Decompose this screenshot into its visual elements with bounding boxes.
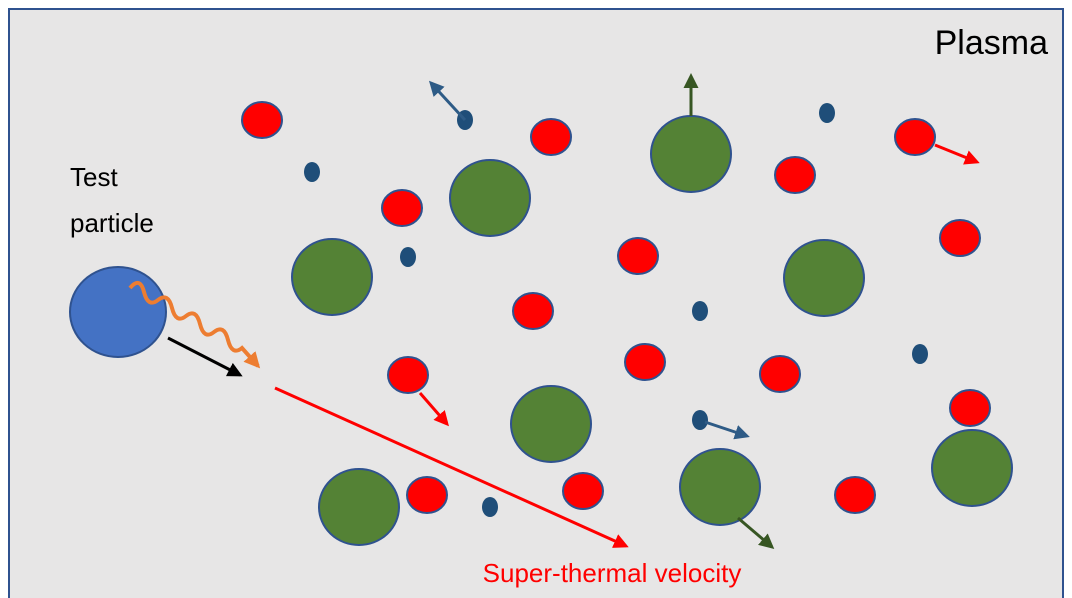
particle bbox=[406, 476, 448, 514]
particle bbox=[387, 356, 429, 394]
test-particle bbox=[69, 266, 167, 358]
particle bbox=[679, 448, 761, 526]
particle bbox=[510, 385, 592, 463]
arrow bbox=[704, 420, 750, 440]
particle bbox=[912, 344, 928, 364]
test-label: Test bbox=[70, 162, 118, 192]
wave-interaction bbox=[128, 280, 261, 369]
super-thermal-arrow bbox=[274, 386, 629, 548]
particle bbox=[819, 103, 835, 123]
velocity-label: Super-thermal velocity bbox=[483, 558, 742, 588]
particle bbox=[692, 301, 708, 321]
arrow bbox=[418, 392, 449, 427]
arrow bbox=[428, 80, 467, 122]
particle bbox=[400, 247, 416, 267]
red-particles bbox=[241, 101, 991, 514]
particle bbox=[949, 389, 991, 427]
particle bbox=[617, 237, 659, 275]
particle bbox=[381, 189, 423, 227]
particle bbox=[449, 159, 531, 237]
particle bbox=[931, 429, 1013, 507]
collision-arrow bbox=[167, 336, 243, 377]
particle bbox=[318, 468, 400, 546]
particle bbox=[894, 118, 936, 156]
particle bbox=[291, 238, 373, 316]
particle bbox=[834, 476, 876, 514]
particle bbox=[562, 472, 604, 510]
particle bbox=[759, 355, 801, 393]
particle bbox=[774, 156, 816, 194]
arrow bbox=[934, 143, 980, 165]
particle bbox=[939, 219, 981, 257]
particle bbox=[783, 239, 865, 317]
particle bbox=[650, 115, 732, 193]
velocity-arrows bbox=[418, 73, 980, 549]
particle bbox=[241, 101, 283, 139]
particle bbox=[692, 410, 708, 430]
particle bbox=[624, 343, 666, 381]
particle bbox=[512, 292, 554, 330]
particle bbox=[304, 162, 320, 182]
particle-label: particle bbox=[70, 208, 154, 238]
particle bbox=[482, 497, 498, 517]
arrow bbox=[737, 516, 775, 549]
plasma-label: Plasma bbox=[935, 24, 1048, 62]
green-particles bbox=[291, 115, 1013, 546]
particle bbox=[530, 118, 572, 156]
